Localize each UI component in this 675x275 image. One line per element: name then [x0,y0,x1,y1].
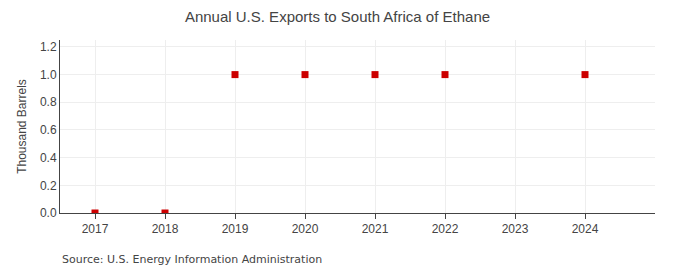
svg-text:2024: 2024 [572,222,599,236]
svg-text:0.4: 0.4 [40,151,57,165]
svg-text:0.0: 0.0 [40,206,57,220]
svg-text:2020: 2020 [292,222,319,236]
svg-text:0.6: 0.6 [40,123,57,137]
svg-text:2018: 2018 [152,222,179,236]
svg-text:0.8: 0.8 [40,95,57,109]
svg-text:2022: 2022 [432,222,459,236]
svg-text:2019: 2019 [222,222,249,236]
svg-text:Annual U.S. Exports to South A: Annual U.S. Exports to South Africa of E… [185,8,490,25]
svg-text:Thousand Barrels: Thousand Barrels [15,79,29,174]
svg-text:0.2: 0.2 [40,179,57,193]
svg-text:2023: 2023 [502,222,529,236]
svg-text:2017: 2017 [82,222,109,236]
svg-text:1.0: 1.0 [40,68,57,82]
svg-text:2021: 2021 [362,222,389,236]
svg-text:1.2: 1.2 [40,40,57,54]
svg-text:Source: U.S. Energy Informatio: Source: U.S. Energy Information Administ… [62,253,322,266]
